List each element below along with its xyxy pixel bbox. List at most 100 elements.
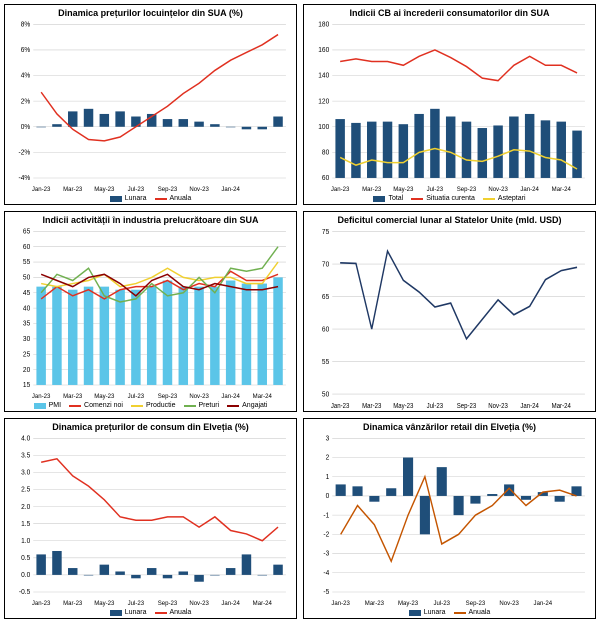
legend-label: Total xyxy=(388,195,403,202)
legend-label: Anuala xyxy=(170,195,192,202)
svg-text:0: 0 xyxy=(326,493,330,500)
chart-grid: Dinamica prețurilor locuințelor din SUA … xyxy=(0,0,600,623)
svg-text:Sep-23: Sep-23 xyxy=(158,186,178,193)
legend-swatch xyxy=(409,610,421,616)
legend-label: PMI xyxy=(49,402,61,409)
legend-swatch xyxy=(131,405,143,407)
svg-text:May-23: May-23 xyxy=(398,600,419,607)
svg-text:Jul-23: Jul-23 xyxy=(128,393,145,400)
legend-swatch xyxy=(155,612,167,614)
chart-panel-c2: Indicii CB ai încrederii consumatorilor … xyxy=(303,4,596,205)
legend-swatch xyxy=(69,405,81,407)
legend-label: Situatia curenta xyxy=(426,195,475,202)
svg-text:60: 60 xyxy=(322,175,330,182)
svg-text:Jan-24: Jan-24 xyxy=(534,600,553,607)
svg-text:50: 50 xyxy=(322,391,329,398)
legend-item: Situatia curenta xyxy=(411,195,475,202)
svg-text:-1: -1 xyxy=(323,512,329,519)
svg-text:Mar-24: Mar-24 xyxy=(253,393,273,400)
svg-text:Mar-23: Mar-23 xyxy=(365,600,385,607)
svg-text:Nov-23: Nov-23 xyxy=(488,402,508,409)
svg-text:Sep-23: Sep-23 xyxy=(466,600,486,607)
svg-text:Jul-23: Jul-23 xyxy=(128,600,145,607)
legend-item: Preturi xyxy=(184,402,220,409)
legend-label: Lunara xyxy=(125,195,147,202)
svg-text:140: 140 xyxy=(318,72,329,79)
svg-text:May-23: May-23 xyxy=(94,393,115,400)
svg-text:-2%: -2% xyxy=(19,149,31,156)
svg-text:Mar-23: Mar-23 xyxy=(63,600,83,607)
svg-text:1: 1 xyxy=(326,474,330,481)
chart-panel-c3: Indicii activității în industria prelucr… xyxy=(4,211,297,412)
svg-text:Mar-24: Mar-24 xyxy=(253,600,273,607)
svg-text:40: 40 xyxy=(23,305,31,312)
svg-text:Jan-24: Jan-24 xyxy=(520,186,539,193)
svg-text:60: 60 xyxy=(23,244,31,251)
svg-text:Jan-24: Jan-24 xyxy=(520,402,539,409)
legend-swatch xyxy=(184,405,196,407)
legend-item: PMI xyxy=(34,402,61,409)
legend-item: Asteptari xyxy=(483,195,526,202)
chart-legend: LunaraAnuala xyxy=(7,607,294,617)
svg-text:May-23: May-23 xyxy=(94,600,115,607)
legend-item: Lunara xyxy=(409,609,446,616)
svg-text:Nov-23: Nov-23 xyxy=(488,186,508,193)
legend-swatch xyxy=(227,405,239,407)
svg-text:2: 2 xyxy=(326,454,330,461)
svg-text:55: 55 xyxy=(23,259,31,266)
chart-canvas: 6080100120140160180Jan-23Mar-23May-23Jul… xyxy=(308,20,591,193)
svg-text:-0.5: -0.5 xyxy=(19,589,31,596)
legend-swatch xyxy=(110,610,122,616)
chart-panel-c6: Dinamica vânzărilor retail din Elveția (… xyxy=(303,418,596,619)
legend-swatch xyxy=(411,198,423,200)
svg-text:Sep-23: Sep-23 xyxy=(457,186,477,193)
svg-text:0.0: 0.0 xyxy=(21,572,30,579)
svg-text:Jul-23: Jul-23 xyxy=(434,600,451,607)
svg-text:3.5: 3.5 xyxy=(21,452,30,459)
svg-text:25: 25 xyxy=(23,351,31,358)
legend-swatch xyxy=(483,198,495,200)
chart-title: Dinamica vânzărilor retail din Elveția (… xyxy=(306,421,593,434)
svg-text:180: 180 xyxy=(318,21,329,28)
svg-text:Jan-24: Jan-24 xyxy=(221,600,240,607)
svg-text:55: 55 xyxy=(322,358,329,365)
svg-text:-4%: -4% xyxy=(19,175,31,182)
legend-item: Productie xyxy=(131,402,176,409)
svg-text:1.5: 1.5 xyxy=(21,521,30,528)
chart-legend: Total Situatia curenta Asteptari xyxy=(306,193,593,203)
svg-text:2.0: 2.0 xyxy=(21,503,30,510)
svg-text:Jan-23: Jan-23 xyxy=(32,186,51,193)
svg-text:Jan-23: Jan-23 xyxy=(32,393,51,400)
svg-text:Jul-23: Jul-23 xyxy=(427,402,444,409)
legend-item: Angajati xyxy=(227,402,267,409)
chart-title: Dinamica prețurilor locuințelor din SUA … xyxy=(7,7,294,20)
svg-text:Nov-23: Nov-23 xyxy=(189,393,209,400)
legend-item: Comenzi noi xyxy=(69,402,123,409)
chart-canvas: -4%-2%0%2%4%6%8%Jan-23Mar-23May-23Jul-23… xyxy=(9,20,292,193)
svg-text:Jan-23: Jan-23 xyxy=(331,402,350,409)
legend-label: Preturi xyxy=(199,402,220,409)
svg-text:0%: 0% xyxy=(21,124,30,131)
svg-text:Jan-23: Jan-23 xyxy=(331,186,350,193)
chart-legend: Lunara Anuala xyxy=(7,193,294,203)
svg-text:2%: 2% xyxy=(21,98,30,105)
chart-legend: LunaraAnuala xyxy=(306,607,593,617)
chart-title: Deficitul comercial lunar al Statelor Un… xyxy=(306,214,593,227)
svg-text:Jan-24: Jan-24 xyxy=(221,393,240,400)
svg-text:75: 75 xyxy=(322,228,329,235)
svg-text:160: 160 xyxy=(318,47,329,54)
svg-text:1.0: 1.0 xyxy=(21,538,30,545)
chart-canvas: 1520253035404550556065Jan-23Mar-23May-23… xyxy=(9,227,292,400)
chart-panel-c1: Dinamica prețurilor locuințelor din SUA … xyxy=(4,4,297,205)
svg-text:50: 50 xyxy=(23,274,31,281)
svg-text:Sep-23: Sep-23 xyxy=(158,393,178,400)
chart-title: Indicii CB ai încrederii consumatorilor … xyxy=(306,7,593,20)
chart-panel-c5: Dinamica prețurilor de consum din Elveți… xyxy=(4,418,297,619)
svg-text:30: 30 xyxy=(23,336,31,343)
svg-text:6%: 6% xyxy=(21,47,30,54)
legend-item: Anuala xyxy=(155,609,192,616)
legend-label: Productie xyxy=(146,402,176,409)
svg-text:15: 15 xyxy=(23,382,31,389)
legend-swatch xyxy=(34,403,46,409)
svg-text:May-23: May-23 xyxy=(393,186,414,193)
